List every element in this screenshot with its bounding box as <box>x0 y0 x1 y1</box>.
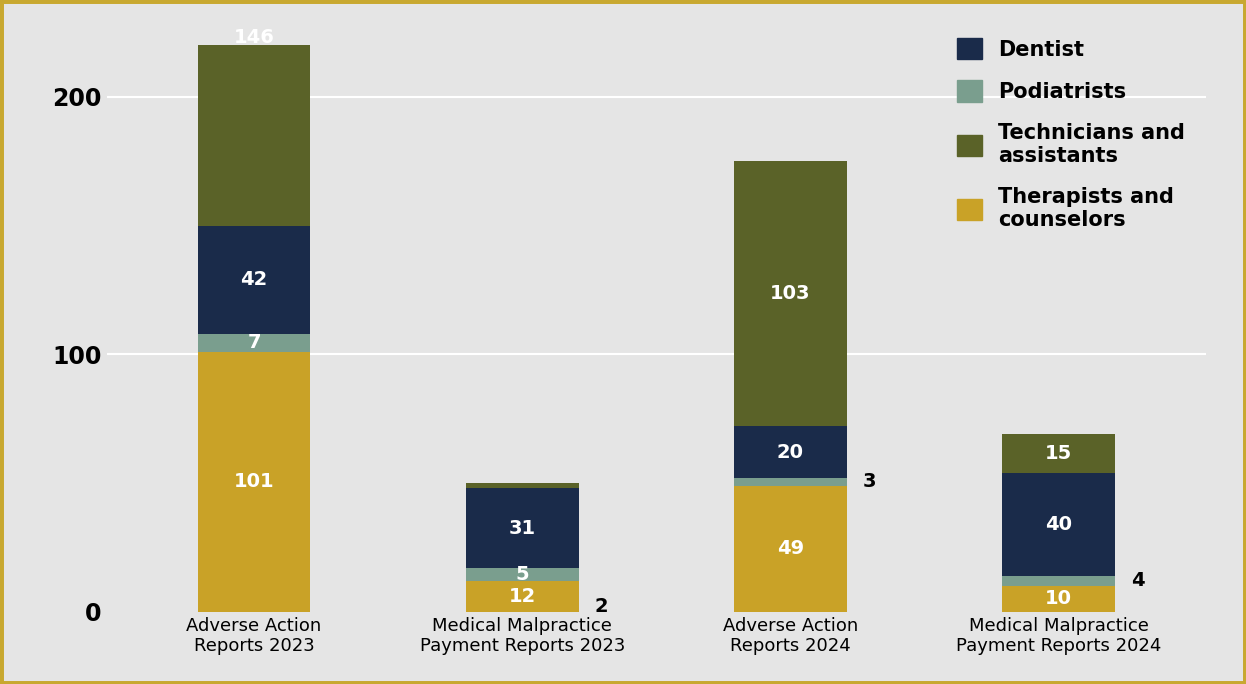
Text: 5: 5 <box>516 565 530 584</box>
Text: 4: 4 <box>1131 571 1145 590</box>
Text: 146: 146 <box>234 28 274 47</box>
Text: 7: 7 <box>248 333 260 352</box>
Bar <box>466 488 578 568</box>
Text: 40: 40 <box>1045 514 1072 534</box>
Text: 2: 2 <box>594 597 608 616</box>
Bar <box>466 581 578 611</box>
Text: 101: 101 <box>234 472 274 491</box>
Text: 12: 12 <box>508 587 536 606</box>
Text: 10: 10 <box>1045 590 1072 608</box>
Text: 20: 20 <box>778 443 804 462</box>
Bar <box>198 334 310 352</box>
Bar <box>198 226 310 334</box>
Bar <box>466 568 578 581</box>
Bar <box>1002 586 1115 611</box>
Bar <box>198 0 310 226</box>
Legend: Dentist, Podiatrists, Technicians and
assistants, Therapists and
counselors: Dentist, Podiatrists, Technicians and as… <box>946 27 1196 241</box>
Text: 31: 31 <box>508 518 536 538</box>
Bar <box>466 483 578 488</box>
Text: 103: 103 <box>770 285 811 303</box>
Bar <box>1002 473 1115 576</box>
Text: 49: 49 <box>776 539 804 558</box>
Text: 15: 15 <box>1045 444 1073 463</box>
Bar <box>734 426 847 478</box>
Bar <box>1002 434 1115 473</box>
Text: 3: 3 <box>862 472 876 491</box>
Bar <box>734 486 847 611</box>
Bar <box>1002 576 1115 586</box>
Text: 42: 42 <box>240 270 268 289</box>
Bar <box>734 478 847 486</box>
Bar <box>734 161 847 426</box>
Bar <box>198 352 310 611</box>
